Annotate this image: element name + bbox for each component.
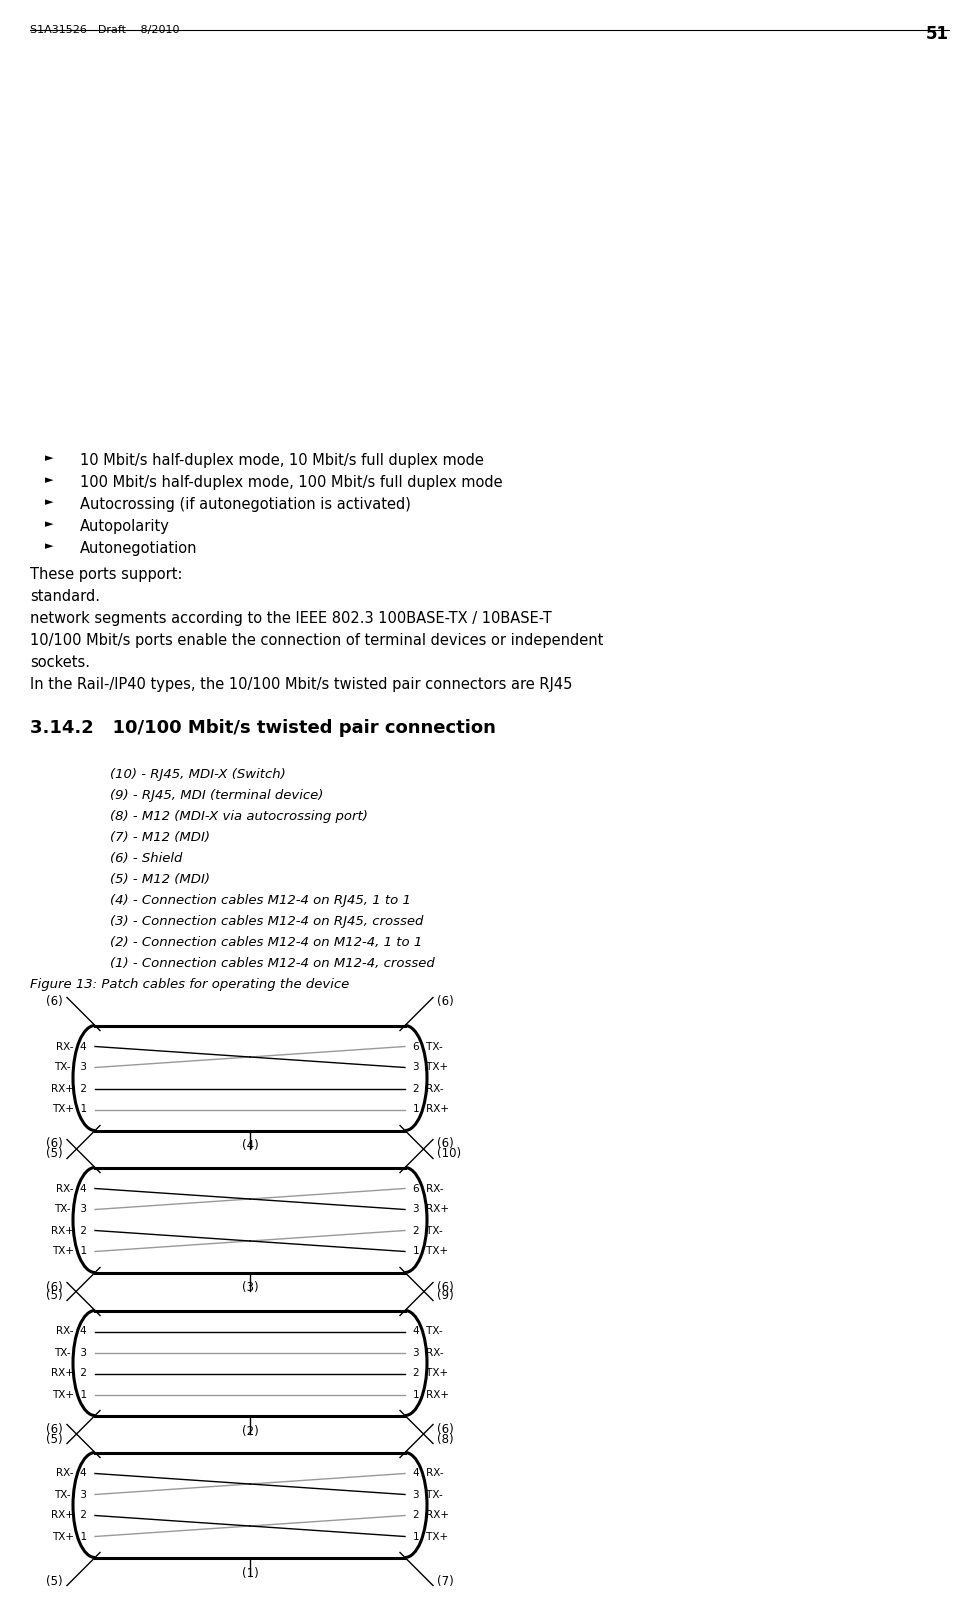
Text: (6): (6) <box>436 1138 453 1150</box>
Text: TX-   3: TX- 3 <box>54 1062 87 1072</box>
Text: TX+  1: TX+ 1 <box>52 1531 87 1541</box>
Text: 10 Mbit/s half-duplex mode, 10 Mbit/s full duplex mode: 10 Mbit/s half-duplex mode, 10 Mbit/s fu… <box>80 453 483 467</box>
Text: (1) - Connection cables M12-4 on M12-4, crossed: (1) - Connection cables M12-4 on M12-4, … <box>110 957 434 970</box>
Text: Autopolarity: Autopolarity <box>80 518 170 534</box>
Text: RX+  2: RX+ 2 <box>51 1368 87 1379</box>
Text: ►: ► <box>45 475 54 485</box>
Text: (2) - Connection cables M12-4 on M12-4, 1 to 1: (2) - Connection cables M12-4 on M12-4, … <box>110 936 422 949</box>
Text: (5): (5) <box>46 1290 63 1302</box>
Text: (1): (1) <box>242 1566 258 1579</box>
Text: In the Rail-/IP40 types, the 10/100 Mbit/s twisted pair connectors are RJ45: In the Rail-/IP40 types, the 10/100 Mbit… <box>30 677 572 691</box>
Text: 100 Mbit/s half-duplex mode, 100 Mbit/s full duplex mode: 100 Mbit/s half-duplex mode, 100 Mbit/s … <box>80 475 502 490</box>
Text: (8) - M12 (MDI-X via autocrossing port): (8) - M12 (MDI-X via autocrossing port) <box>110 810 368 822</box>
Text: (10): (10) <box>436 1147 461 1160</box>
Text: S1A31526 - Draft  - 8/2010: S1A31526 - Draft - 8/2010 <box>30 26 179 35</box>
Text: 1  TX+: 1 TX+ <box>413 1531 448 1541</box>
Text: (7): (7) <box>436 1574 453 1587</box>
Text: TX-   3: TX- 3 <box>54 1205 87 1214</box>
Text: (5): (5) <box>46 1574 63 1587</box>
Text: ►: ► <box>45 498 54 507</box>
Text: Autonegotiation: Autonegotiation <box>80 541 198 557</box>
Text: Autocrossing (if autonegotiation is activated): Autocrossing (if autonegotiation is acti… <box>80 498 411 512</box>
Text: RX-  4: RX- 4 <box>57 1326 87 1336</box>
Text: ►: ► <box>45 518 54 530</box>
Text: (6): (6) <box>46 1422 63 1435</box>
Text: TX+  1: TX+ 1 <box>52 1246 87 1256</box>
Text: (9) - RJ45, MDI (terminal device): (9) - RJ45, MDI (terminal device) <box>110 789 323 802</box>
Text: Figure 13: Patch cables for operating the device: Figure 13: Patch cables for operating th… <box>30 978 349 990</box>
Text: TX+  1: TX+ 1 <box>52 1104 87 1115</box>
Text: RX+  2: RX+ 2 <box>51 1083 87 1093</box>
Text: (4) - Connection cables M12-4 on RJ45, 1 to 1: (4) - Connection cables M12-4 on RJ45, 1… <box>110 894 411 907</box>
Text: standard.: standard. <box>30 589 100 603</box>
Text: RX-  4: RX- 4 <box>57 1469 87 1478</box>
Text: 6  TX-: 6 TX- <box>413 1042 442 1051</box>
Text: (5) - M12 (MDI): (5) - M12 (MDI) <box>110 874 210 886</box>
Text: 51: 51 <box>925 26 948 43</box>
Text: 2  RX+: 2 RX+ <box>413 1510 449 1520</box>
Text: (6): (6) <box>46 1280 63 1293</box>
Text: (3): (3) <box>242 1282 258 1294</box>
Text: 10/100 Mbit/s ports enable the connection of terminal devices or independent: 10/100 Mbit/s ports enable the connectio… <box>30 634 602 648</box>
Text: 3  TX-: 3 TX- <box>413 1490 442 1499</box>
Text: TX-   3: TX- 3 <box>54 1347 87 1357</box>
Text: 3  RX+: 3 RX+ <box>413 1205 449 1214</box>
Text: 4  TX-: 4 TX- <box>413 1326 442 1336</box>
Text: (6): (6) <box>46 995 63 1008</box>
Text: (6): (6) <box>436 995 453 1008</box>
Text: (7) - M12 (MDI): (7) - M12 (MDI) <box>110 830 210 845</box>
Text: 3.14.2   10/100 Mbit/s twisted pair connection: 3.14.2 10/100 Mbit/s twisted pair connec… <box>30 718 496 738</box>
Text: (2): (2) <box>242 1424 258 1437</box>
Text: (6): (6) <box>436 1422 453 1435</box>
Text: 3  RX-: 3 RX- <box>413 1347 443 1357</box>
Text: 1  RX+: 1 RX+ <box>413 1389 449 1400</box>
Text: network segments according to the IEEE 802.3 100BASE-TX / 10BASE-T: network segments according to the IEEE 8… <box>30 611 552 626</box>
Text: 2  TX-: 2 TX- <box>413 1226 442 1235</box>
Text: (9): (9) <box>436 1290 453 1302</box>
Text: RX+  2: RX+ 2 <box>51 1510 87 1520</box>
Text: (3) - Connection cables M12-4 on RJ45, crossed: (3) - Connection cables M12-4 on RJ45, c… <box>110 915 422 928</box>
Text: 2  TX+: 2 TX+ <box>413 1368 448 1379</box>
Text: (8): (8) <box>436 1432 453 1445</box>
Text: RX-  4: RX- 4 <box>57 1184 87 1194</box>
Text: (6): (6) <box>436 1280 453 1293</box>
Text: (6): (6) <box>46 1138 63 1150</box>
Text: (5): (5) <box>46 1147 63 1160</box>
Text: 1  RX+: 1 RX+ <box>413 1104 449 1115</box>
Text: 1  TX+: 1 TX+ <box>413 1246 448 1256</box>
Text: TX-   3: TX- 3 <box>54 1490 87 1499</box>
Text: (5): (5) <box>46 1432 63 1445</box>
Text: 3  TX+: 3 TX+ <box>413 1062 448 1072</box>
Text: TX+  1: TX+ 1 <box>52 1389 87 1400</box>
Text: sockets.: sockets. <box>30 654 90 670</box>
Text: 6  RX-: 6 RX- <box>413 1184 443 1194</box>
Text: 2  RX-: 2 RX- <box>413 1083 443 1093</box>
Text: (10) - RJ45, MDI-X (Switch): (10) - RJ45, MDI-X (Switch) <box>110 768 286 781</box>
Text: ►: ► <box>45 541 54 550</box>
Text: (6) - Shield: (6) - Shield <box>110 851 182 866</box>
Text: ►: ► <box>45 453 54 462</box>
Text: These ports support:: These ports support: <box>30 566 182 582</box>
Text: RX-  4: RX- 4 <box>57 1042 87 1051</box>
Text: (4): (4) <box>242 1139 258 1152</box>
Text: 4  RX-: 4 RX- <box>413 1469 443 1478</box>
Text: RX+  2: RX+ 2 <box>51 1226 87 1235</box>
